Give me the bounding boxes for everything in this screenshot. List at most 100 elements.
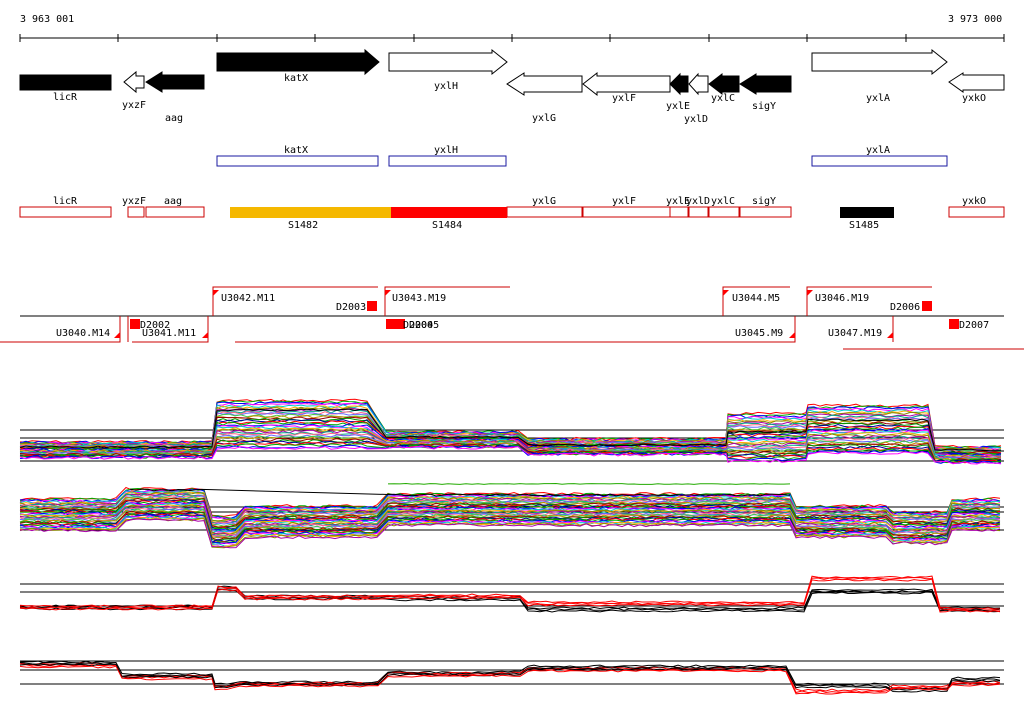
gene-label-yxlF: yxlF	[612, 93, 636, 104]
downshift-label-D2004: D2004	[403, 320, 433, 331]
gene-yxlF[interactable]	[582, 71, 671, 97]
gene-label-yxzF: yxzF	[122, 100, 146, 111]
segment-S1484[interactable]	[391, 207, 507, 218]
panel2-profile	[19, 489, 1001, 521]
marker-U3041	[202, 332, 208, 338]
gene-label-aag: aag	[165, 113, 183, 124]
transcript-label-U3047: U3047.M19	[828, 328, 882, 339]
blue-box-label-yxlA: yxlA	[866, 145, 890, 156]
red-box-label-yxlD: yxlD	[686, 196, 710, 207]
panel2-profile	[19, 506, 1001, 537]
marker-U3040	[114, 332, 120, 338]
gene-arrows-track	[19, 48, 1005, 97]
ruler-start-label: 3 963 001	[20, 14, 74, 25]
segment-S1485[interactable]	[840, 207, 894, 218]
panel1-profile	[19, 437, 1002, 462]
marker-U3042	[213, 290, 219, 296]
blue-box-track: katX yxlH yxlA	[216, 145, 948, 167]
gene-label-yxlA: yxlA	[866, 93, 890, 104]
downshift-D2007[interactable]	[949, 319, 959, 329]
expression-profiles	[19, 398, 1004, 695]
gene-yxlA[interactable]	[811, 48, 948, 76]
red-box-label-yxlE: yxlE	[666, 196, 690, 207]
gene-yxzF[interactable]	[123, 70, 145, 94]
red-box-sigY[interactable]	[739, 206, 792, 218]
panel2-profile	[19, 505, 1001, 537]
gene-licR[interactable]	[19, 74, 112, 91]
gene-yxlC[interactable]	[708, 72, 740, 96]
red-box-label-yxlC: yxlC	[711, 196, 735, 207]
blue-box-label-katX: katX	[284, 145, 308, 156]
red-box-label-aag: aag	[164, 196, 182, 207]
gene-label-yxkO: yxkO	[962, 93, 986, 104]
gene-yxkO[interactable]	[948, 72, 1005, 93]
red-box-yxlD[interactable]	[688, 206, 709, 218]
marker-U3043	[385, 290, 391, 296]
blue-box-katX[interactable]	[216, 155, 379, 167]
marker-U3046	[807, 290, 813, 296]
downshift-D2005[interactable]	[395, 319, 405, 329]
panel4-profile	[19, 664, 1001, 694]
ruler-end-label: 3 973 000	[948, 14, 1002, 25]
downshift-D2002[interactable]	[130, 319, 140, 329]
gene-sigY[interactable]	[739, 73, 792, 95]
panel1-profile	[19, 398, 1002, 449]
red-box-aag[interactable]	[145, 206, 205, 218]
gene-yxlH[interactable]	[388, 48, 508, 76]
gene-label-yxlE: yxlE	[666, 101, 690, 112]
blue-box-yxlA[interactable]	[811, 155, 948, 167]
red-box-yxlE[interactable]	[669, 206, 689, 218]
gene-label-yxlG: yxlG	[532, 113, 556, 124]
gene-label-yxlH: yxlH	[434, 81, 458, 92]
downshift-D2004[interactable]	[386, 319, 396, 329]
marker-U3047	[887, 332, 893, 338]
transcript-label-U3040: U3040.M14	[56, 328, 110, 339]
panel2-profile	[19, 518, 1001, 549]
red-box-yxlG[interactable]	[506, 206, 583, 218]
red-box-yxlF[interactable]	[582, 206, 671, 218]
gene-label-katX: katX	[284, 73, 308, 84]
downshift-D2003[interactable]	[367, 301, 377, 311]
downshift-label-D2007: D2007	[959, 320, 989, 331]
red-box-yxlC[interactable]	[708, 206, 740, 218]
panel3-profile	[19, 575, 1001, 610]
gene-label-licR: licR	[53, 92, 78, 103]
transcript-label-U3045: U3045.M9	[735, 328, 783, 339]
red-box-label-yxzF: yxzF	[122, 196, 146, 207]
gene-yxlG[interactable]	[506, 72, 583, 96]
panel1-profile	[19, 445, 1002, 465]
segment-label-S1484: S1484	[432, 220, 462, 231]
gene-labels: licR yxzF aag katX yxlH yxlG yxlF yxlE y…	[53, 73, 986, 125]
gene-label-sigY: sigY	[752, 101, 776, 112]
gene-label-yxlC: yxlC	[711, 93, 735, 104]
segment-label-S1482: S1482	[288, 220, 318, 231]
red-box-licR[interactable]	[19, 206, 112, 218]
transcript-label-U3043: U3043.M19	[392, 293, 446, 304]
downshift-label-D2002: D2002	[140, 320, 170, 331]
red-box-yxzF[interactable]	[127, 206, 145, 218]
panel3-profile	[19, 576, 1001, 611]
blue-box-yxlH[interactable]	[388, 155, 507, 167]
segment-label-S1485: S1485	[849, 220, 879, 231]
transcript-label-U3041: U3041.M11	[142, 328, 196, 339]
panel1-profile	[19, 423, 1002, 457]
panel4-profile	[19, 663, 1001, 693]
segment-S1482[interactable]	[230, 207, 391, 218]
downshift-label-D2003: D2003	[336, 302, 366, 313]
transcription-units-track: U3042.M11 U3043.M19 U3044.M5 U3046.M19 U…	[0, 286, 1024, 350]
gene-katX[interactable]	[216, 48, 380, 76]
blue-box-label-yxlH: yxlH	[434, 145, 458, 156]
panel2-profile	[19, 512, 1001, 543]
panel2-profile	[19, 508, 1001, 539]
red-box-yxkO[interactable]	[948, 206, 1005, 218]
red-box-label-yxkO: yxkO	[962, 196, 986, 207]
gene-yxlD[interactable]	[688, 72, 709, 96]
downshift-label-D2006: D2006	[890, 302, 920, 313]
transcript-label-U3044: U3044.M5	[732, 293, 780, 304]
panel3-profile	[19, 578, 1001, 613]
downshift-D2006[interactable]	[922, 301, 932, 311]
gene-aag[interactable]	[145, 71, 205, 93]
red-box-label-licR: licR	[53, 196, 78, 207]
gene-yxlE[interactable]	[669, 72, 689, 96]
